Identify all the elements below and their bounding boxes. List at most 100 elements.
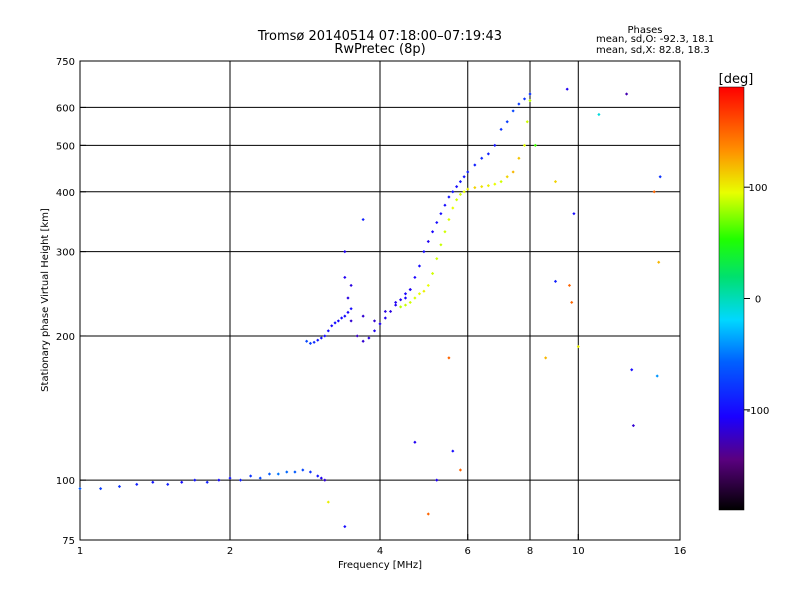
echo-point	[458, 180, 463, 184]
echo-point	[293, 470, 297, 474]
echo-point	[511, 109, 515, 113]
echo-point	[238, 478, 243, 482]
echo-point	[567, 283, 572, 288]
colorbar-tick-label: 0	[755, 295, 761, 306]
echo-point	[312, 340, 316, 344]
echo-point	[657, 260, 661, 264]
echo-point	[333, 321, 337, 325]
echo-point	[276, 472, 280, 476]
echo-point	[451, 206, 455, 210]
axis-ticks: 1 2 4 6 8 10 16 75 100 200 300 400 500 600 750	[56, 57, 686, 557]
echo-point	[151, 480, 155, 484]
echo-point	[308, 341, 313, 345]
y-tick-label: 400	[56, 188, 75, 199]
echo-point	[340, 316, 344, 320]
echo-point	[343, 524, 347, 529]
echo-point	[422, 250, 426, 254]
x-tick-label: 8	[527, 546, 533, 557]
echo-point	[378, 322, 382, 326]
echo-point	[355, 334, 359, 338]
echo-point	[308, 470, 313, 474]
echo-point	[258, 476, 262, 480]
echo-point	[435, 257, 439, 261]
echo-point	[630, 368, 634, 372]
echo-point	[493, 143, 497, 147]
echo-point	[443, 203, 447, 207]
echo-point	[343, 250, 347, 254]
echo-point	[367, 336, 371, 340]
echo-point	[301, 468, 305, 472]
echo-point	[361, 314, 365, 318]
stats-heading: Phases	[627, 25, 662, 36]
echo-point	[349, 307, 353, 311]
x-tick-label: 4	[377, 546, 383, 557]
y-tick-label: 750	[56, 57, 75, 68]
echo-point	[319, 336, 323, 340]
echo-point	[413, 440, 417, 444]
echo-point	[439, 212, 443, 216]
echo-point	[323, 478, 327, 482]
echo-point	[193, 478, 197, 482]
x-tick-label: 1	[77, 546, 83, 557]
echo-point	[285, 470, 289, 474]
echo-point	[480, 156, 484, 160]
echo-point	[426, 283, 430, 288]
echo-point	[451, 190, 455, 194]
echo-point	[631, 423, 635, 428]
y-tick-label: 300	[56, 248, 75, 259]
echo-point	[572, 212, 576, 216]
echo-point	[408, 287, 412, 292]
echo-point	[336, 319, 340, 323]
echo-point	[473, 163, 477, 167]
echo-point	[533, 143, 537, 147]
echo-point	[499, 180, 503, 184]
echo-point	[413, 275, 417, 280]
echo-point	[565, 87, 569, 91]
echo-point	[343, 314, 347, 318]
echo-point	[451, 449, 455, 453]
echo-point	[205, 480, 209, 484]
echo-point	[528, 92, 532, 96]
echo-point	[570, 300, 574, 305]
echo-point	[493, 182, 497, 186]
echo-point	[78, 487, 82, 491]
echo-point	[180, 480, 184, 484]
echo-point	[383, 309, 387, 314]
echo-point	[413, 296, 417, 300]
y-tick-label: 100	[56, 476, 75, 487]
echo-point	[316, 474, 320, 478]
echo-point	[447, 356, 451, 360]
y-axis-label: Stationary phase Virtual Height [km]	[40, 208, 51, 392]
echo-point	[408, 300, 412, 305]
echo-point	[417, 264, 422, 268]
echo-point	[435, 220, 439, 225]
echo-point	[462, 190, 466, 194]
echo-point	[458, 192, 463, 196]
echo-point	[430, 271, 435, 276]
x-axis-label: Frequency [MHz]	[338, 560, 422, 571]
echo-point	[576, 345, 580, 349]
echo-point	[403, 296, 408, 300]
echo-point	[473, 186, 477, 190]
echo-point	[517, 156, 521, 160]
echo-point	[658, 175, 662, 179]
echo-point	[228, 476, 232, 480]
echo-point	[249, 474, 253, 478]
echo-point	[426, 512, 430, 516]
echo-point	[330, 324, 334, 328]
echo-point	[597, 112, 601, 117]
echo-point	[466, 187, 470, 191]
echo-point	[323, 334, 327, 338]
echo-point	[217, 478, 221, 482]
echo-point	[372, 329, 377, 333]
echo-point	[388, 309, 393, 314]
echo-point	[447, 217, 451, 222]
echo-point	[326, 329, 330, 333]
echo-point	[422, 289, 426, 293]
colorbar-tick-label: -100	[747, 406, 770, 417]
echo-point	[403, 303, 408, 307]
echo-point	[505, 120, 509, 124]
echo-point	[383, 316, 387, 320]
echo-point	[525, 120, 529, 124]
